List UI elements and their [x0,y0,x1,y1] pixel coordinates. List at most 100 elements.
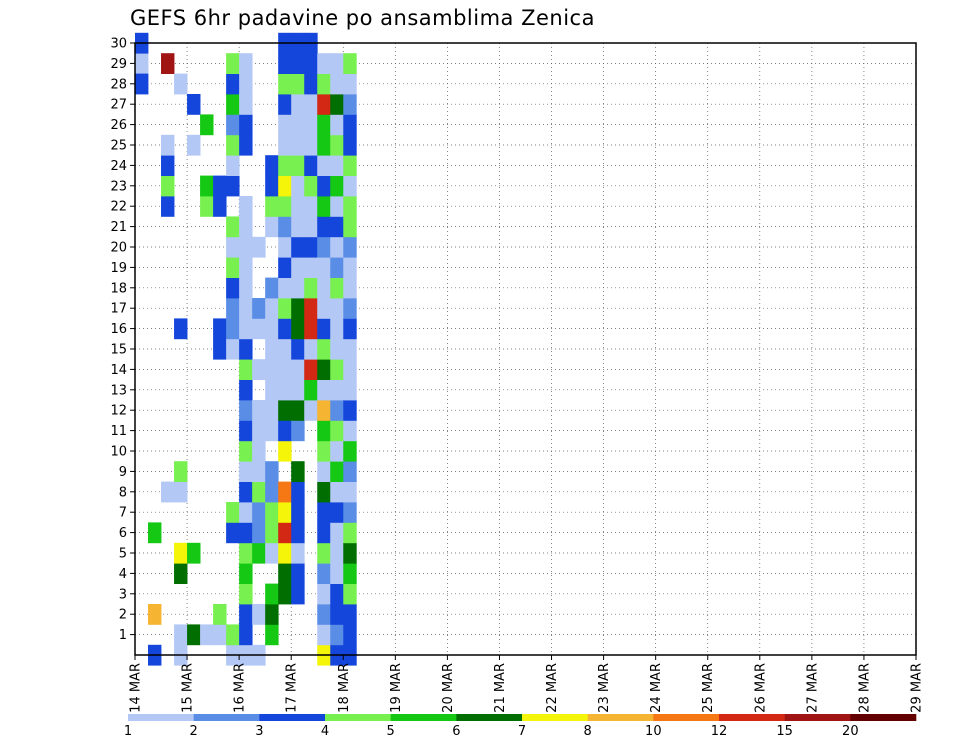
heatmap-cell [174,318,188,340]
heatmap-cell [304,73,318,95]
heatmap-cell [239,114,253,136]
heatmap-cell [291,400,305,421]
heatmap-cell [317,338,331,360]
heatmap-cell [343,583,357,605]
colorbar-swatch [784,714,851,721]
heatmap-cell [317,175,331,197]
heatmap-cell [278,583,292,605]
heatmap-cell [265,318,279,340]
heatmap-cell [291,502,305,523]
x-tick-label: 20 MAR [441,663,456,713]
y-tick-label: 21 [110,220,127,235]
heatmap-cell [330,216,344,238]
y-tick-label: 22 [110,200,127,215]
heatmap-cell [317,236,331,258]
y-tick-label: 3 [119,587,127,602]
heatmap-cell [226,216,240,238]
heatmap-cell [330,257,344,278]
x-tick-label: 25 MAR [701,663,716,713]
heatmap-cell [174,563,188,584]
heatmap-cell [278,53,292,74]
heatmap-cell [213,318,227,340]
heatmap-cell [148,522,162,544]
heatmap-cell [343,420,357,442]
heatmap-cell [278,522,292,544]
heatmap-cell [239,73,253,95]
colorbar-label: 7 [518,724,526,739]
colorbar-label: 2 [190,724,198,739]
y-tick-label: 30 [110,37,127,52]
heatmap-cell [265,155,279,176]
heatmap-cell [317,257,331,278]
heatmap-cell [226,298,240,319]
heatmap-cell [343,604,357,625]
heatmap-cell [252,400,266,421]
heatmap-cell [265,461,279,482]
heatmap-cell [343,73,357,95]
heatmap-cell [239,461,253,482]
heatmap-cell [291,481,305,503]
heatmap-cell [252,440,266,462]
colorbar-swatch [456,714,523,721]
heatmap-cell [304,257,318,278]
heatmap-cell [291,318,305,340]
heatmap-cell [304,379,318,401]
heatmap-cell [239,94,253,115]
colorbar-swatch [522,714,588,721]
heatmap-cell [239,624,253,646]
y-tick-label: 24 [110,159,127,174]
heatmap-cell [343,114,357,136]
heatmap-cell [200,175,214,197]
heatmap-cell [213,624,227,646]
y-tick-label: 28 [110,77,127,92]
heatmap-cell [174,73,188,95]
y-tick-label: 10 [110,445,127,460]
heatmap-cell [304,53,318,74]
heatmap-cell [343,175,357,197]
heatmap-cell [317,216,331,238]
heatmap-cell [291,583,305,605]
heatmap-cell [278,155,292,176]
heatmap-cell [291,175,305,197]
heatmap-cell [278,73,292,95]
heatmap-cell [317,196,331,217]
x-tick-label: 27 MAR [805,663,820,713]
heatmap-cell [226,236,240,258]
heatmap-cell [330,379,344,401]
heatmap-cell [278,257,292,278]
heatmap-cell [265,583,279,605]
heatmap-cell [343,155,357,176]
heatmap-cell [291,277,305,299]
heatmap-cell [343,196,357,217]
heatmap-cell [252,359,266,380]
x-tick-label: 26 MAR [753,663,768,713]
heatmap-cell [265,400,279,421]
heatmap-cell [291,155,305,176]
y-tick-label: 9 [119,465,127,480]
heatmap-cell [278,400,292,421]
heatmap-cell [304,318,318,340]
heatmap-cell [343,277,357,299]
heatmap-cell [330,236,344,258]
heatmap-cell [239,277,253,299]
heatmap-cell [278,114,292,136]
heatmap-cell [304,359,318,380]
heatmap-cell [226,257,240,278]
y-tick-label: 7 [119,506,127,521]
heatmap-cell [291,94,305,115]
heatmap-cell [317,502,331,523]
heatmap-cell [330,94,344,115]
heatmap-cell [304,236,318,258]
heatmap-cell [174,481,188,503]
colorbar-swatch [390,714,457,721]
heatmap-cell [330,298,344,319]
heatmap-cell [135,53,149,74]
heatmap-cell [317,604,331,625]
heatmap-cell [239,196,253,217]
y-tick-label: 1 [119,628,127,643]
y-tick-label: 23 [110,179,127,194]
heatmap-cell [330,583,344,605]
colorbar-legend: 1 2 3 4 5 6 7 8 10 12 15 20 [124,714,917,739]
heatmap-cell [278,481,292,503]
x-tick-label: 21 MAR [493,663,508,713]
